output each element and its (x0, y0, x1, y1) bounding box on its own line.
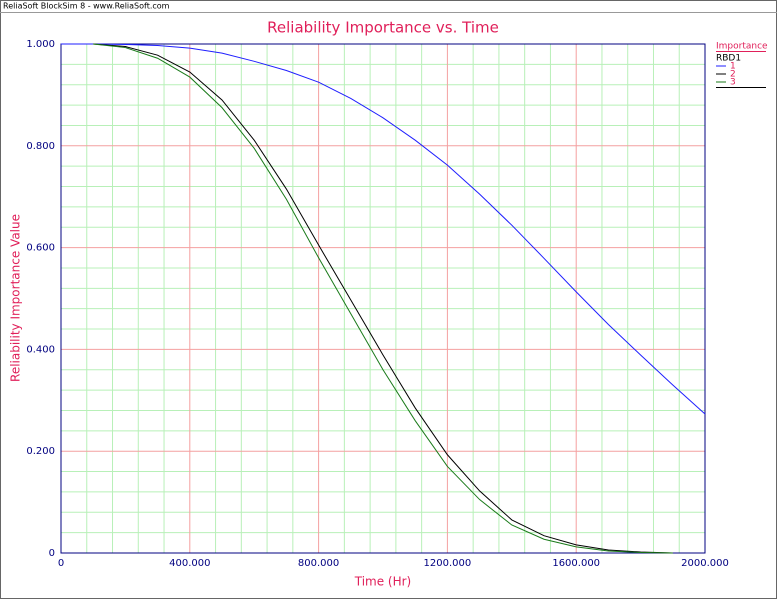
y-tick-label: 0 (49, 548, 55, 559)
series-line (61, 43, 706, 415)
y-tick-label: 0.600 (26, 243, 55, 254)
x-tick-label: 400.000 (169, 558, 210, 569)
y-tick-label: 0.800 (26, 141, 55, 152)
legend-group: RBD1 (716, 54, 741, 64)
x-tick-label: 1200.000 (424, 558, 472, 569)
chart-title: Reliability Importance vs. Time (267, 19, 499, 37)
legend-title: Importance (716, 42, 768, 52)
x-axis-label: Time (Hr) (354, 575, 412, 589)
series-line (93, 43, 673, 554)
y-axis-label: Reliability Importance Value (9, 214, 23, 382)
series-line (93, 43, 673, 554)
y-tick-label: 1.000 (26, 39, 55, 50)
legend-label: 2 (730, 70, 736, 80)
y-tick-label: 0.200 (26, 446, 55, 457)
x-tick-label: 1600.000 (552, 558, 600, 569)
legend-label: 3 (730, 78, 736, 88)
plot-frame (60, 43, 706, 554)
legend-label: 1 (730, 62, 736, 72)
y-tick-label: 0.400 (26, 344, 55, 355)
window-title: ReliaSoft BlockSim 8 - www.ReliaSoft.com (3, 2, 170, 11)
x-tick-label: 0 (58, 558, 64, 569)
x-tick-label: 2000.000 (681, 558, 729, 569)
x-tick-label: 800.000 (298, 558, 339, 569)
